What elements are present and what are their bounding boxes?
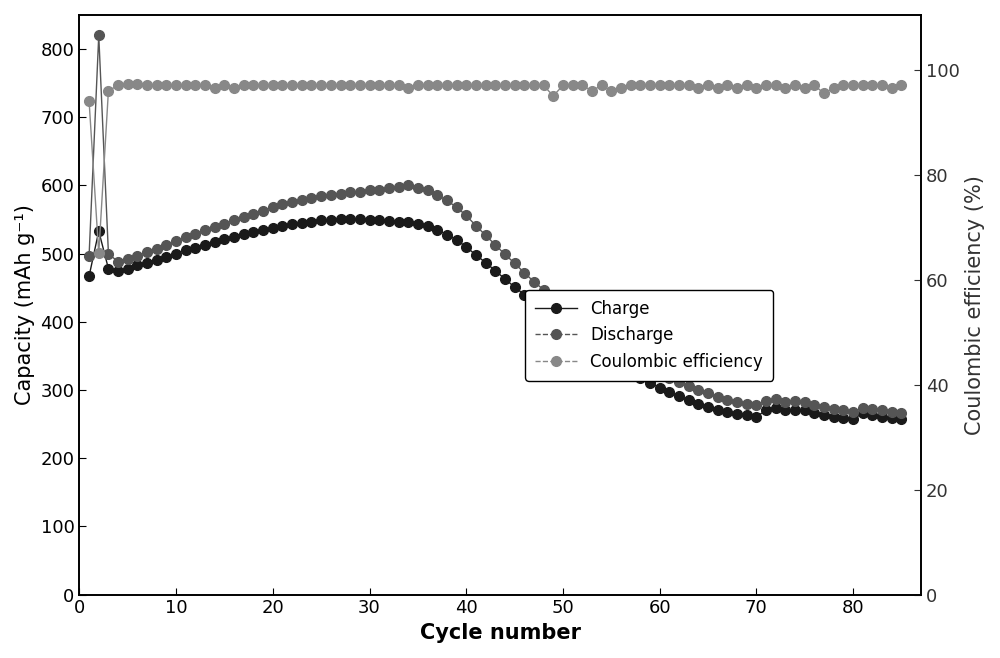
Y-axis label: Coulombic efficiency (%): Coulombic efficiency (%)	[965, 175, 985, 435]
Legend: Charge, Discharge, Coulombic efficiency: Charge, Discharge, Coulombic efficiency	[525, 290, 773, 380]
Y-axis label: Capacity (mAh g⁻¹): Capacity (mAh g⁻¹)	[15, 205, 35, 405]
X-axis label: Cycle number: Cycle number	[420, 623, 581, 643]
